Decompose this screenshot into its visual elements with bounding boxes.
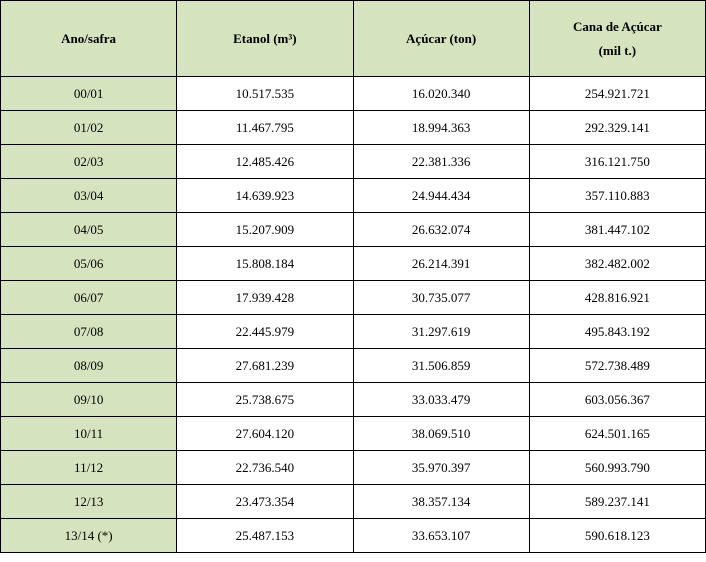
cell-year: 04/05 (1, 213, 177, 247)
cell-year: 02/03 (1, 145, 177, 179)
cell-acucar: 26.214.391 (353, 247, 529, 281)
table-row: 01/0211.467.79518.994.363292.329.141 (1, 111, 706, 145)
cell-acucar: 26.632.074 (353, 213, 529, 247)
cell-etanol: 15.207.909 (177, 213, 353, 247)
cell-cana: 624.501.165 (529, 417, 705, 451)
cell-cana: 381.447.102 (529, 213, 705, 247)
cell-acucar: 38.357.134 (353, 485, 529, 519)
header-acucar: Açúcar (ton) (353, 1, 529, 77)
cell-acucar: 24.944.434 (353, 179, 529, 213)
cell-cana: 357.110.883 (529, 179, 705, 213)
cell-year: 11/12 (1, 451, 177, 485)
cell-acucar: 38.069.510 (353, 417, 529, 451)
cell-year: 06/07 (1, 281, 177, 315)
header-cana: Cana de Açúcar (mil t.) (529, 1, 705, 77)
table-row: 10/1127.604.12038.069.510624.501.165 (1, 417, 706, 451)
cell-cana: 382.482.002 (529, 247, 705, 281)
cell-year: 07/08 (1, 315, 177, 349)
cell-year: 03/04 (1, 179, 177, 213)
header-cana-line1: Cana de Açúcar (573, 19, 662, 34)
production-table: Ano/safra Etanol (m³) Açúcar (ton) Cana … (0, 0, 706, 553)
table-row: 05/0615.808.18426.214.391382.482.002 (1, 247, 706, 281)
cell-etanol: 11.467.795 (177, 111, 353, 145)
table-row: 07/0822.445.97931.297.619495.843.192 (1, 315, 706, 349)
cell-cana: 560.993.790 (529, 451, 705, 485)
table-row: 03/0414.639.92324.944.434357.110.883 (1, 179, 706, 213)
cell-etanol: 27.681.239 (177, 349, 353, 383)
table-row: 11/1222.736.54035.970.397560.993.790 (1, 451, 706, 485)
table-row: 12/1323.473.35438.357.134589.237.141 (1, 485, 706, 519)
table-row: 09/1025.738.67533.033.479603.056.367 (1, 383, 706, 417)
cell-cana: 316.121.750 (529, 145, 705, 179)
cell-acucar: 16.020.340 (353, 77, 529, 111)
cell-acucar: 18.994.363 (353, 111, 529, 145)
cell-etanol: 22.445.979 (177, 315, 353, 349)
cell-acucar: 33.653.107 (353, 519, 529, 553)
cell-year: 09/10 (1, 383, 177, 417)
cell-cana: 428.816.921 (529, 281, 705, 315)
cell-year: 12/13 (1, 485, 177, 519)
cell-etanol: 23.473.354 (177, 485, 353, 519)
header-cana-line2: (mil t.) (599, 43, 637, 58)
cell-etanol: 22.736.540 (177, 451, 353, 485)
cell-etanol: 17.939.428 (177, 281, 353, 315)
cell-etanol: 25.487.153 (177, 519, 353, 553)
cell-acucar: 33.033.479 (353, 383, 529, 417)
cell-etanol: 27.604.120 (177, 417, 353, 451)
header-etanol: Etanol (m³) (177, 1, 353, 77)
table-row: 08/0927.681.23931.506.859572.738.489 (1, 349, 706, 383)
cell-cana: 292.329.141 (529, 111, 705, 145)
table-row: 06/0717.939.42830.735.077428.816.921 (1, 281, 706, 315)
cell-acucar: 31.297.619 (353, 315, 529, 349)
cell-year: 01/02 (1, 111, 177, 145)
cell-cana: 603.056.367 (529, 383, 705, 417)
table-body: 00/0110.517.53516.020.340254.921.72101/0… (1, 77, 706, 553)
cell-etanol: 12.485.426 (177, 145, 353, 179)
cell-cana: 495.843.192 (529, 315, 705, 349)
cell-acucar: 22.381.336 (353, 145, 529, 179)
table-row: 13/14 (*)25.487.15333.653.107590.618.123 (1, 519, 706, 553)
cell-cana: 589.237.141 (529, 485, 705, 519)
cell-etanol: 14.639.923 (177, 179, 353, 213)
cell-etanol: 10.517.535 (177, 77, 353, 111)
table-row: 02/0312.485.42622.381.336316.121.750 (1, 145, 706, 179)
header-year: Ano/safra (1, 1, 177, 77)
cell-cana: 590.618.123 (529, 519, 705, 553)
cell-year: 10/11 (1, 417, 177, 451)
cell-year: 00/01 (1, 77, 177, 111)
table-row: 04/0515.207.90926.632.074381.447.102 (1, 213, 706, 247)
cell-acucar: 35.970.397 (353, 451, 529, 485)
cell-etanol: 15.808.184 (177, 247, 353, 281)
cell-year: 13/14 (*) (1, 519, 177, 553)
cell-year: 05/06 (1, 247, 177, 281)
header-row: Ano/safra Etanol (m³) Açúcar (ton) Cana … (1, 1, 706, 77)
cell-year: 08/09 (1, 349, 177, 383)
cell-etanol: 25.738.675 (177, 383, 353, 417)
table-header: Ano/safra Etanol (m³) Açúcar (ton) Cana … (1, 1, 706, 77)
cell-cana: 254.921.721 (529, 77, 705, 111)
cell-acucar: 31.506.859 (353, 349, 529, 383)
cell-cana: 572.738.489 (529, 349, 705, 383)
table-row: 00/0110.517.53516.020.340254.921.721 (1, 77, 706, 111)
cell-acucar: 30.735.077 (353, 281, 529, 315)
